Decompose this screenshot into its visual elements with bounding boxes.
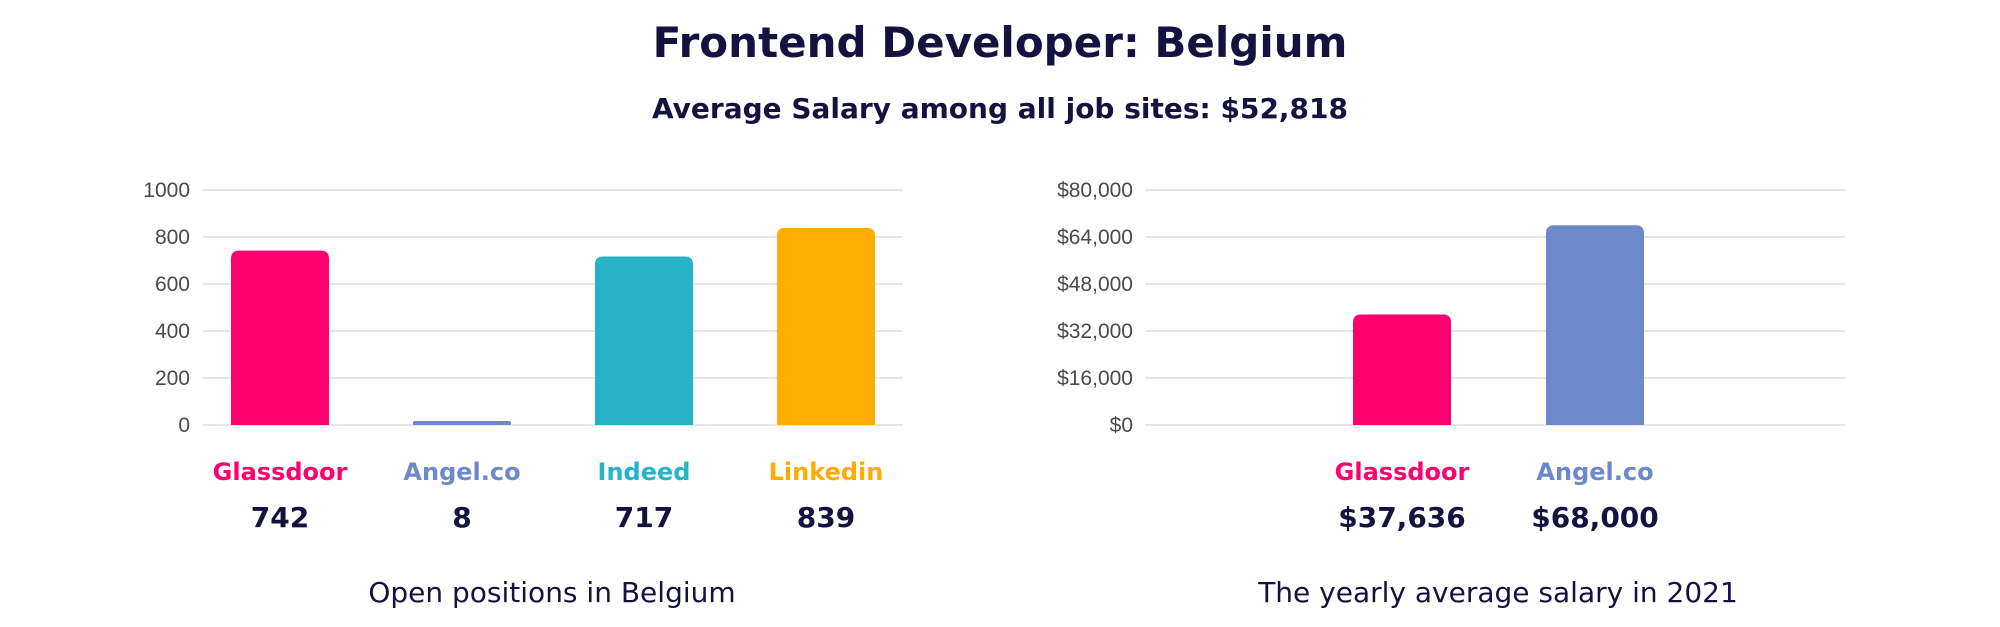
page-subtitle: Average Salary among all job sites: $52,… — [651, 92, 1349, 125]
value-label: 742 — [251, 501, 309, 534]
page-title: Frontend Developer: Belgium — [652, 18, 1348, 67]
bar-glassdoor — [231, 250, 329, 425]
open-positions-caption: Open positions in Belgium — [368, 576, 736, 609]
category-label: Glassdoor — [213, 458, 348, 486]
y-tick-label: 200 — [155, 367, 190, 390]
y-tick-label: 1000 — [143, 179, 190, 202]
y-tick-label: $0 — [1110, 414, 1133, 437]
category-label: Glassdoor — [1335, 458, 1470, 486]
value-label: $37,636 — [1338, 501, 1466, 534]
category-label: Indeed — [598, 458, 691, 486]
y-tick-label: 400 — [155, 320, 190, 343]
bar-angelco — [1546, 225, 1644, 425]
category-label: Linkedin — [769, 458, 884, 486]
value-label: $68,000 — [1531, 501, 1659, 534]
value-label: 717 — [615, 501, 673, 534]
category-label: Angel.co — [403, 458, 520, 486]
y-tick-label: 0 — [178, 414, 190, 437]
bar-angelco — [413, 421, 511, 425]
value-label: 839 — [797, 501, 855, 534]
y-tick-label: 800 — [155, 226, 190, 249]
y-tick-label: $80,000 — [1057, 179, 1133, 202]
y-tick-label: $32,000 — [1057, 320, 1133, 343]
y-tick-label: $16,000 — [1057, 367, 1133, 390]
y-tick-label: 600 — [155, 273, 190, 296]
y-tick-label: $64,000 — [1057, 226, 1133, 249]
bar-indeed — [595, 256, 693, 425]
bar-glassdoor — [1353, 314, 1451, 425]
salary-chart: $0 $16,000 $32,000 $48,000 $64,000 $80,000 Gla… — [1057, 179, 1845, 534]
salary-caption: The yearly average salary in 2021 — [1258, 576, 1738, 609]
category-label: Angel.co — [1536, 458, 1653, 486]
open-positions-chart: 0 200 400 600 800 1000 Glassdoor 742 Angel.co 8 In… — [143, 179, 903, 534]
y-tick-label: $48,000 — [1057, 273, 1133, 296]
bar-linkedin — [777, 227, 875, 425]
value-label: 8 — [452, 501, 471, 534]
